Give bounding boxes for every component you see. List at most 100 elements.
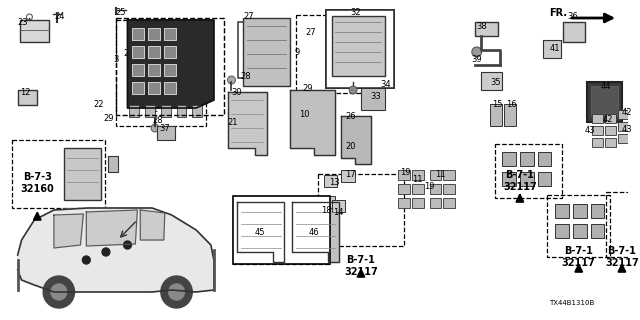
Text: 28: 28 <box>241 72 251 81</box>
Circle shape <box>228 76 236 84</box>
Polygon shape <box>86 210 138 246</box>
Text: 27: 27 <box>243 12 254 21</box>
Polygon shape <box>292 202 339 262</box>
Polygon shape <box>127 20 214 108</box>
Text: 41: 41 <box>549 44 560 53</box>
Bar <box>20 20 49 42</box>
Text: 21: 21 <box>228 118 238 127</box>
Text: 2: 2 <box>124 49 129 58</box>
Bar <box>324 175 337 187</box>
Bar <box>481 72 502 90</box>
Bar <box>555 204 569 218</box>
Bar <box>618 134 628 143</box>
Bar <box>412 198 424 208</box>
Polygon shape <box>18 208 214 292</box>
Text: 9: 9 <box>294 48 300 57</box>
Text: B-7-1
32117: B-7-1 32117 <box>605 246 639 268</box>
Circle shape <box>349 86 357 94</box>
Text: 38: 38 <box>477 22 488 31</box>
Text: 3: 3 <box>114 55 119 64</box>
Bar <box>145 105 155 117</box>
Bar <box>538 152 551 166</box>
Text: 37: 37 <box>159 124 170 133</box>
Polygon shape <box>228 92 267 155</box>
Bar <box>429 170 442 180</box>
Bar <box>502 152 516 166</box>
Bar <box>605 114 616 123</box>
Bar <box>630 122 640 131</box>
Bar <box>429 184 442 194</box>
Bar <box>398 198 410 208</box>
Bar <box>591 224 604 238</box>
Text: FR.: FR. <box>549 8 567 18</box>
Bar <box>148 64 160 76</box>
Text: TX44B1310B: TX44B1310B <box>549 300 595 306</box>
Bar <box>164 64 175 76</box>
Bar <box>591 204 604 218</box>
Bar <box>547 195 610 257</box>
Bar <box>234 196 330 264</box>
Bar <box>332 200 345 212</box>
Bar <box>132 64 144 76</box>
Text: 19: 19 <box>400 168 411 177</box>
Bar <box>573 204 587 218</box>
Text: 22: 22 <box>93 100 104 109</box>
Text: 46: 46 <box>309 228 319 237</box>
Circle shape <box>151 124 159 132</box>
Bar <box>520 152 534 166</box>
Text: 18: 18 <box>321 206 332 215</box>
Bar <box>495 144 562 198</box>
Text: B-7-1
32117: B-7-1 32117 <box>562 246 596 268</box>
Text: 14: 14 <box>333 208 344 217</box>
Text: 28: 28 <box>152 116 163 125</box>
Circle shape <box>161 276 192 308</box>
Bar <box>326 10 394 88</box>
Text: 44: 44 <box>600 82 611 91</box>
Bar <box>630 110 640 119</box>
Bar <box>412 184 424 194</box>
Text: 1: 1 <box>152 105 157 114</box>
Text: 35: 35 <box>490 78 501 87</box>
Text: 12: 12 <box>20 88 30 97</box>
Text: 7: 7 <box>153 84 158 93</box>
Polygon shape <box>237 202 284 262</box>
Bar <box>444 170 455 180</box>
Text: 33: 33 <box>371 92 381 101</box>
Bar <box>322 196 335 208</box>
Text: 29: 29 <box>103 114 113 123</box>
Bar <box>177 105 186 117</box>
Bar <box>18 90 37 105</box>
Bar <box>504 104 516 126</box>
Text: 11: 11 <box>435 170 446 179</box>
Text: B-7-3
32160: B-7-3 32160 <box>20 172 54 194</box>
Bar <box>164 28 175 40</box>
Bar <box>538 172 551 186</box>
Bar <box>412 170 424 180</box>
Bar <box>591 86 618 116</box>
Bar <box>332 16 385 76</box>
Bar <box>341 170 355 182</box>
Text: 6: 6 <box>145 79 150 88</box>
Circle shape <box>124 241 131 249</box>
Bar <box>148 28 160 40</box>
Text: 4: 4 <box>127 64 132 73</box>
Bar <box>555 224 569 238</box>
Text: 8: 8 <box>160 89 165 98</box>
Bar <box>502 172 516 186</box>
Text: 30: 30 <box>232 88 242 97</box>
Bar <box>161 105 171 117</box>
Bar <box>243 18 291 86</box>
Bar <box>116 20 206 126</box>
Text: 19: 19 <box>424 182 435 191</box>
Text: 20: 20 <box>345 142 356 151</box>
Text: 45: 45 <box>255 228 266 237</box>
Bar <box>520 172 534 186</box>
Text: 42: 42 <box>622 108 632 117</box>
Bar <box>296 15 381 93</box>
Bar <box>132 82 144 94</box>
Bar <box>164 46 175 58</box>
Bar <box>593 126 604 135</box>
Bar <box>630 134 640 143</box>
Circle shape <box>102 248 110 256</box>
Circle shape <box>51 284 67 300</box>
